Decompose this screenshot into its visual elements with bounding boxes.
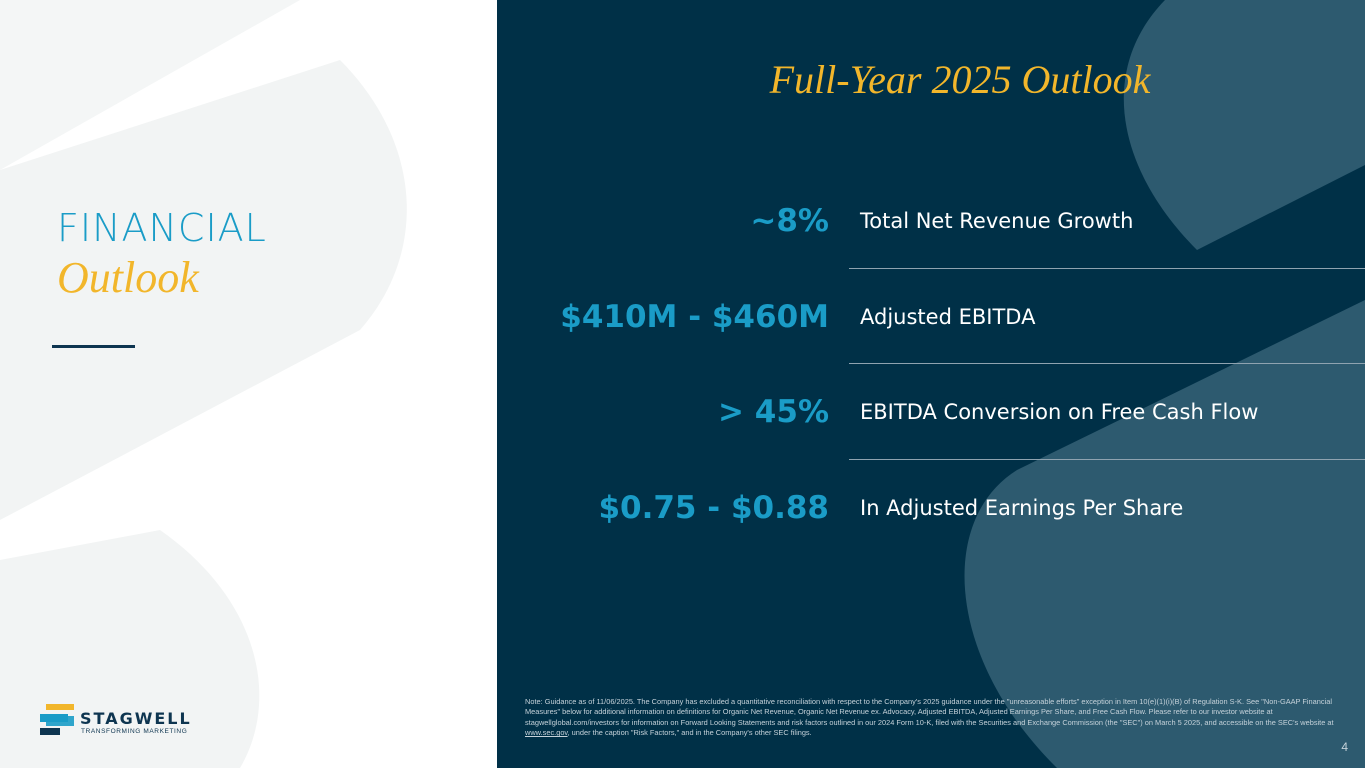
metric-divider xyxy=(849,363,1365,364)
page-number: 4 xyxy=(1341,740,1348,754)
right-panel: Full-Year 2025 Outlook ~8% Total Net Rev… xyxy=(497,0,1365,768)
left-panel: FINANCIAL Outlook STAGWELL TRANSFORMING … xyxy=(0,0,497,768)
stagwell-wordmark: STAGWELL xyxy=(80,709,192,728)
stagwell-tagline: TRANSFORMING MARKETING xyxy=(81,728,188,735)
footnote-text-end: , under the caption "Risk Factors," and … xyxy=(567,728,812,738)
stagwell-logo-icon xyxy=(40,704,74,735)
heading-outlook: Outlook xyxy=(57,253,199,302)
stagwell-logo: STAGWELL TRANSFORMING MARKETING xyxy=(40,703,210,737)
metric-label-revenue-growth: Total Net Revenue Growth xyxy=(860,209,1134,233)
metric-label-ebitda-conversion: EBITDA Conversion on Free Cash Flow xyxy=(860,400,1259,424)
metric-value-ebitda-conversion: > 45% xyxy=(718,394,829,430)
metric-label-adjusted-ebitda: Adjusted EBITDA xyxy=(860,305,1036,329)
metric-divider xyxy=(849,459,1365,460)
outlook-title: Full-Year 2025 Outlook xyxy=(769,57,1151,102)
metric-divider xyxy=(849,268,1365,269)
guidance-footnote: Note: Guidance as of 11/06/2025. The Com… xyxy=(525,697,1345,739)
sec-website-link[interactable]: www.sec.gov xyxy=(525,728,568,738)
background-leaf-shapes xyxy=(0,0,407,768)
metric-value-adjusted-eps: $0.75 - $0.88 xyxy=(598,490,829,526)
background-swoosh-shapes xyxy=(964,0,1365,768)
metric-value-revenue-growth: ~8% xyxy=(750,203,829,239)
metric-value-adjusted-ebitda: $410M - $460M xyxy=(560,299,829,335)
metric-label-adjusted-eps: In Adjusted Earnings Per Share xyxy=(860,496,1184,520)
heading-financial: FINANCIAL xyxy=(57,206,267,250)
footnote-text: Note: Guidance as of 11/06/2025. The Com… xyxy=(525,697,1334,727)
heading-underline xyxy=(52,345,135,348)
